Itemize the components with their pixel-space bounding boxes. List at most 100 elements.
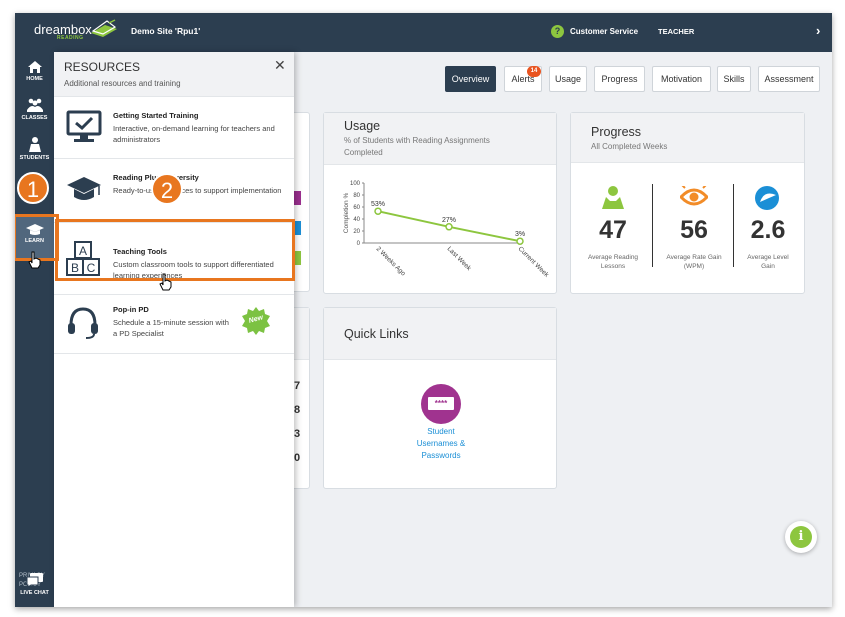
stat-value: 56: [680, 216, 708, 244]
data-point: [374, 207, 382, 215]
stat-value: 2.6: [750, 216, 786, 244]
progress-title: Progress: [591, 125, 642, 139]
quick-links-card: Quick Links **** Student Usernames & Pas…: [323, 307, 557, 489]
callout-1: 1: [17, 172, 49, 204]
graduation-cap-icon: [25, 224, 44, 235]
headset-icon: [68, 307, 98, 339]
svg-text:C: C: [87, 261, 96, 275]
nav-live-chat[interactable]: LIVE CHAT: [15, 572, 54, 596]
svg-text:A: A: [79, 244, 87, 258]
y-tick-label: 60: [353, 205, 360, 211]
nav-classes-label: CLASSES: [21, 115, 48, 121]
logo-text: dreambox: [34, 22, 92, 37]
reading-lessons-icon: [602, 186, 624, 209]
starburst-icon: [242, 307, 270, 335]
y-axis-label: Completion %: [343, 193, 350, 234]
progress-card: Progress All Completed Weeks 47 Average …: [570, 112, 805, 294]
color-bar: [293, 191, 301, 205]
top-bar: dreambox READING Demo Site 'Rpu1' ? Cust…: [15, 13, 832, 52]
data-label: 3%: [515, 231, 525, 238]
data-point: [445, 223, 453, 231]
resources-subtitle: Additional resources and training: [64, 79, 181, 88]
logo-subtext: READING: [57, 35, 84, 41]
partial-number: 8: [294, 404, 301, 416]
x-tick-label: Current Week: [517, 245, 551, 279]
y-tick-label: 0: [357, 241, 361, 247]
svg-text:B: B: [71, 261, 79, 275]
resource-item-popin-pd[interactable]: Pop-in PD Schedule a 15-minute session w…: [54, 294, 294, 354]
resources-title: RESOURCES: [64, 60, 141, 74]
password-icon: ****: [421, 384, 461, 424]
tab-assessment[interactable]: Assessment: [758, 66, 820, 92]
resource-desc: Ready-to-use resources to support implem…: [113, 186, 282, 195]
stat-label: Average Rate Gain (WPM): [666, 254, 722, 270]
partial-number: 3: [294, 428, 301, 440]
student-passwords-label: Student Usernames & Passwords: [416, 427, 466, 460]
alerts-badge: 14: [527, 66, 541, 77]
stat-value: 47: [599, 216, 627, 244]
resource-desc: Schedule a 15-minute session with a PD S…: [113, 318, 229, 338]
progress-subtitle: All Completed Weeks: [591, 142, 668, 151]
resource-item-teaching-tools[interactable]: A B C Teaching Tools Custom classroom to…: [54, 222, 294, 294]
hand-cursor-icon: [159, 273, 172, 291]
customer-service-link[interactable]: Customer Service: [570, 27, 639, 36]
nav-home[interactable]: HOME: [15, 60, 54, 82]
data-label: 53%: [371, 201, 385, 208]
resource-desc: Interactive, on-demand learning for teac…: [113, 124, 275, 144]
resource-title: Getting Started Training: [113, 111, 199, 120]
resources-panel: RESOURCES Additional resources and train…: [54, 52, 294, 607]
usage-subtitle: % of Students with Reading Assignments C…: [344, 136, 490, 157]
help-icon[interactable]: ?: [551, 25, 564, 38]
hand-cursor-icon: [28, 251, 41, 269]
x-tick-label: 2 Weeks Ago: [375, 245, 407, 277]
home-icon: [27, 61, 42, 73]
nav-home-label: HOME: [26, 76, 43, 82]
book-logo-icon: [91, 19, 117, 37]
y-tick-label: 20: [353, 229, 360, 235]
partial-number: 7: [294, 380, 301, 392]
partial-number: 0: [294, 452, 301, 464]
classes-icon: [26, 98, 43, 112]
y-tick-label: 40: [353, 217, 360, 223]
y-tick-label: 100: [350, 181, 361, 187]
monitor-check-icon: [66, 110, 102, 142]
callout-2: 2: [151, 173, 183, 205]
chat-icon: [26, 573, 43, 588]
tab-progress[interactable]: Progress: [594, 66, 645, 92]
password-icon-text: ****: [428, 397, 454, 410]
tab-overview[interactable]: Overview: [445, 66, 496, 92]
site-name: Demo Site 'Rpu1': [131, 26, 201, 36]
color-bar: [293, 251, 301, 265]
tab-skills[interactable]: Skills: [717, 66, 751, 92]
nav-students[interactable]: STUDENTS: [15, 136, 54, 161]
highlight-teaching-tools: [55, 219, 295, 281]
resource-title: Teaching Tools: [113, 247, 167, 256]
student-passwords-link[interactable]: **** Student Usernames & Passwords: [396, 384, 486, 462]
abc-blocks-icon: A B C: [66, 241, 100, 276]
app-window: dreambox READING Demo Site 'Rpu1' ? Cust…: [15, 13, 832, 607]
y-tick-label: 80: [353, 193, 360, 199]
resources-header: RESOURCES Additional resources and train…: [54, 52, 294, 96]
nav-classes[interactable]: CLASSES: [15, 98, 54, 121]
x-tick-label: Last Week: [446, 245, 473, 272]
info-icon: i: [790, 526, 812, 548]
resource-desc: Custom classroom tools to support differ…: [113, 260, 274, 280]
chevron-right-icon[interactable]: ›: [816, 23, 821, 38]
level-gain-icon: [755, 186, 779, 210]
tab-usage[interactable]: Usage: [549, 66, 587, 92]
nav-learn-label: LEARN: [25, 238, 44, 244]
resource-title: Pop-in PD: [113, 305, 149, 314]
resource-item-getting-started[interactable]: Getting Started Training Interactive, on…: [54, 96, 294, 158]
user-role-menu[interactable]: TEACHER: [658, 27, 695, 36]
data-point: [516, 237, 524, 245]
side-nav: HOME CLASSES STUDENTS LEARN PRIVACY POLI…: [15, 52, 54, 607]
tab-motivation[interactable]: Motivation: [652, 66, 711, 92]
quick-links-title: Quick Links: [344, 327, 409, 341]
info-button[interactable]: i: [785, 521, 817, 553]
usage-title: Usage: [344, 119, 381, 133]
new-badge: New: [241, 306, 271, 336]
close-icon[interactable]: ✕: [274, 57, 286, 73]
stat-divider: [733, 184, 734, 267]
nav-live-chat-label: LIVE CHAT: [20, 590, 49, 596]
graduation-cap-icon: [67, 177, 101, 200]
